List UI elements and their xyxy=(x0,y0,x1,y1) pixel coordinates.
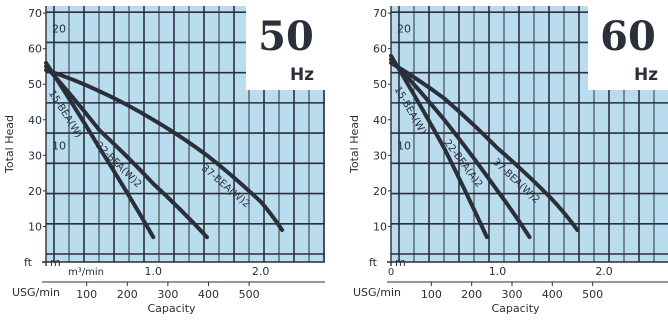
y-tick-label-m: 10 xyxy=(397,139,411,152)
y-tick-label-ft: 40 xyxy=(373,114,387,127)
x-unit-usg: USG/min xyxy=(353,286,401,299)
y-tick-label-ft: 30 xyxy=(373,149,387,162)
x-tick-label-m3: 1.0 xyxy=(145,265,163,278)
x-tick-label-usg: 100 xyxy=(76,288,97,301)
series-line xyxy=(389,57,532,240)
y-tick-label-ft: 60 xyxy=(28,43,42,56)
x-axis-title: Capacity xyxy=(491,302,540,315)
series-line xyxy=(389,53,489,240)
frequency-badge xyxy=(588,6,668,90)
y-unit-ft: ft xyxy=(24,256,33,269)
x-tick-label-m3: 2.0 xyxy=(595,265,613,278)
y-tick-label-ft: 20 xyxy=(28,185,42,198)
x-axis-title: Capacity xyxy=(147,302,196,315)
x-unit-usg: USG/min xyxy=(12,286,60,299)
x-tick-label-usg: 400 xyxy=(198,288,219,301)
y-tick-label-ft: 70 xyxy=(373,7,387,20)
chart-panel-50Hz: 50 Hz 10 20 30 40 50 60 70 10 20 ft m Total Head m³/mi… xyxy=(3,6,326,315)
x-tick-label-usg: 200 xyxy=(117,288,138,301)
y-tick-label-ft: 20 xyxy=(373,185,387,198)
y-unit-m: m xyxy=(50,256,61,269)
x-tick-label-usg: 500 xyxy=(582,288,603,301)
y-tick-label-ft: 60 xyxy=(373,43,387,56)
y-tick-label-m: 20 xyxy=(397,23,411,36)
x-tick-label-usg: 400 xyxy=(542,288,563,301)
y-tick-label-ft: 70 xyxy=(28,7,42,20)
x-tick-label-usg: 100 xyxy=(421,288,442,301)
y-unit-m: m xyxy=(395,256,406,269)
y-tick-label-ft: 50 xyxy=(28,78,42,91)
y-tick-label-m: 20 xyxy=(52,23,66,36)
x-tick-label-usg: 500 xyxy=(239,288,260,301)
y-tick-label-ft: 10 xyxy=(28,220,42,233)
x-tick-label-usg: 300 xyxy=(157,288,178,301)
x-tick-label-usg: 300 xyxy=(501,288,522,301)
series-line xyxy=(44,64,209,240)
frequency-unit: Hz xyxy=(634,65,658,85)
y-tick-label-ft: 30 xyxy=(28,149,42,162)
x-tick-label-m3: 1.0 xyxy=(489,265,507,278)
frequency-number: 60 xyxy=(600,13,656,60)
frequency-unit: Hz xyxy=(290,65,314,85)
y-axis-title: Total Head xyxy=(3,115,16,174)
series-line xyxy=(44,68,285,232)
y-tick-label-ft: 40 xyxy=(28,114,42,127)
y-axis-title: Total Head xyxy=(348,115,361,174)
y-tick-label-ft: 50 xyxy=(373,78,387,91)
chart-panel-60Hz: 60 Hz 10 20 30 40 50 60 70 10 20 ft m Total Head 0 1.0 2… xyxy=(348,6,668,315)
x-unit-m3: 0 xyxy=(388,267,394,278)
y-tick-label-m: 10 xyxy=(52,139,66,152)
x-tick-label-usg: 200 xyxy=(461,288,482,301)
y-unit-ft: ft xyxy=(369,256,378,269)
series-line xyxy=(389,60,580,232)
frequency-badge xyxy=(246,6,326,90)
y-tick-label-ft: 10 xyxy=(373,220,387,233)
x-tick-label-m3: 2.0 xyxy=(252,265,270,278)
x-unit-m3: m³/min xyxy=(68,267,104,278)
frequency-number: 50 xyxy=(258,13,314,60)
